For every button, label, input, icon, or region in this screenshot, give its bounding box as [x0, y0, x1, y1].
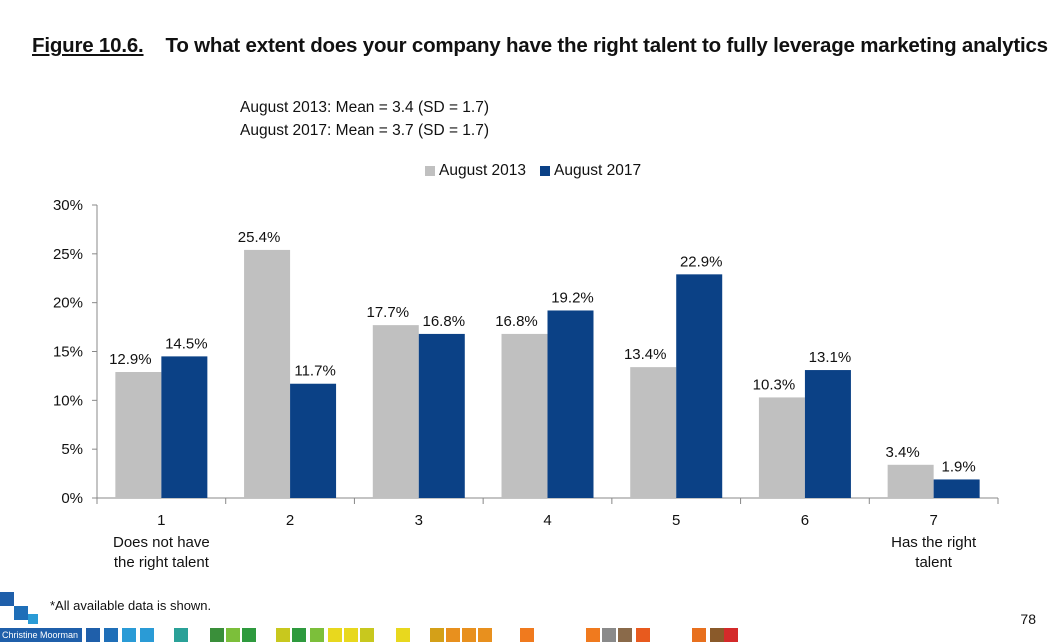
strip-square — [242, 628, 256, 642]
bar-2013 — [372, 325, 419, 498]
bar-2013 — [630, 367, 677, 498]
legend-swatch-2017 — [540, 166, 551, 176]
data-label-2013: 13.4% — [624, 346, 667, 363]
strip-square — [724, 628, 738, 642]
strip-square — [692, 628, 706, 642]
corner-square — [28, 614, 38, 624]
footnote: *All available data is shown. — [50, 598, 212, 613]
strip-square — [104, 628, 118, 642]
bar-2013 — [501, 333, 548, 498]
x-category-label: 1 — [157, 512, 165, 529]
data-label-2013: 3.4% — [886, 444, 920, 461]
x-category-sublabel: talent — [915, 554, 953, 571]
strip-square — [462, 628, 476, 642]
strip-square — [360, 628, 374, 642]
x-category-label: 5 — [672, 512, 680, 529]
strip-square — [636, 628, 650, 642]
data-label-2013: 16.8% — [495, 313, 538, 330]
page-number: 78 — [1020, 611, 1036, 627]
strip-square — [210, 628, 224, 642]
strip-square — [122, 628, 136, 642]
x-category-label: 6 — [801, 512, 809, 529]
bar-2013 — [115, 372, 162, 498]
legend-label-2017: August 2017 — [554, 162, 642, 179]
strip-square — [430, 628, 444, 642]
strip-square — [276, 628, 290, 642]
bar-2013 — [758, 397, 805, 498]
data-label-2017: 16.8% — [423, 313, 466, 330]
legend-label-2013: August 2013 — [439, 162, 527, 179]
x-category-label: 3 — [415, 512, 423, 529]
strip-square — [174, 628, 188, 642]
strip-square — [618, 628, 632, 642]
x-category-sublabel: Has the right — [891, 534, 977, 551]
data-label-2017: 13.1% — [809, 349, 852, 366]
y-tick-label: 0% — [61, 490, 83, 507]
x-category-label: 7 — [929, 512, 937, 529]
strip-square — [86, 628, 100, 642]
bar-chart: 0% 5% 10% 15% 20% 25% 30% 12.9% 14.5% 1 Does not h… — [53, 197, 999, 571]
data-label-2013: 25.4% — [238, 229, 281, 246]
x-category-label: 2 — [286, 512, 294, 529]
x-category-sublabel: the right talent — [114, 554, 210, 571]
chart-legend: August 2013 August 2017 — [425, 162, 655, 180]
bar-2017 — [676, 274, 723, 498]
y-tick-label: 15% — [53, 344, 83, 361]
strip-square — [344, 628, 358, 642]
bar-2013 — [887, 464, 934, 498]
bar-2017 — [418, 333, 465, 498]
strip-square — [710, 628, 724, 642]
legend-item-2013: August 2013 — [425, 162, 526, 180]
strip-square — [586, 628, 600, 642]
data-label-2013: 17.7% — [367, 304, 410, 321]
strip-square — [478, 628, 492, 642]
stats-block: August 2013: Mean = 3.4 (SD = 1.7) Augus… — [240, 96, 489, 142]
strip-square — [226, 628, 240, 642]
strip-square — [140, 628, 154, 642]
bar-2017 — [547, 310, 594, 498]
strip-square — [602, 628, 616, 642]
y-tick-label: 10% — [53, 392, 83, 409]
strip-square — [446, 628, 460, 642]
data-label-2013: 12.9% — [109, 351, 152, 368]
stats-line-2013: August 2013: Mean = 3.4 (SD = 1.7) — [240, 99, 490, 116]
x-category-sublabel: Does not have — [113, 534, 210, 551]
brand-label: Christine Moorman — [0, 628, 82, 642]
strip-square — [292, 628, 306, 642]
legend-item-2017: August 2017 — [540, 162, 641, 180]
y-tick-label: 25% — [53, 246, 83, 263]
stats-line-2017: August 2017: Mean = 3.7 (SD = 1.7) — [240, 122, 490, 139]
data-label-2017: 22.9% — [680, 253, 723, 270]
figure-title: Figure 10.6. To what extent does your com… — [32, 34, 1048, 58]
y-tick-label: 5% — [61, 441, 83, 458]
bar-2013 — [244, 249, 291, 498]
bar-2017 — [933, 479, 980, 498]
strip-square — [520, 628, 534, 642]
data-label-2017: 14.5% — [165, 335, 208, 352]
data-label-2017: 1.9% — [942, 458, 976, 475]
strip-square — [396, 628, 410, 642]
data-label-2017: 19.2% — [551, 289, 594, 306]
corner-square — [14, 606, 28, 620]
figure-question: To what extent does your company have th… — [165, 34, 1048, 57]
strip-square — [310, 628, 324, 642]
bar-2017 — [804, 370, 851, 498]
x-category-label: 4 — [543, 512, 551, 529]
strip-square — [328, 628, 342, 642]
legend-swatch-2013 — [425, 166, 435, 176]
y-tick-label: 20% — [53, 295, 83, 312]
corner-square — [0, 592, 14, 606]
y-tick-label: 30% — [53, 197, 83, 214]
data-label-2013: 10.3% — [753, 376, 796, 393]
data-label-2017: 11.7% — [294, 363, 335, 380]
bar-2017 — [290, 383, 337, 498]
bar-2017 — [161, 356, 208, 498]
figure-label: Figure 10.6. — [32, 34, 144, 57]
